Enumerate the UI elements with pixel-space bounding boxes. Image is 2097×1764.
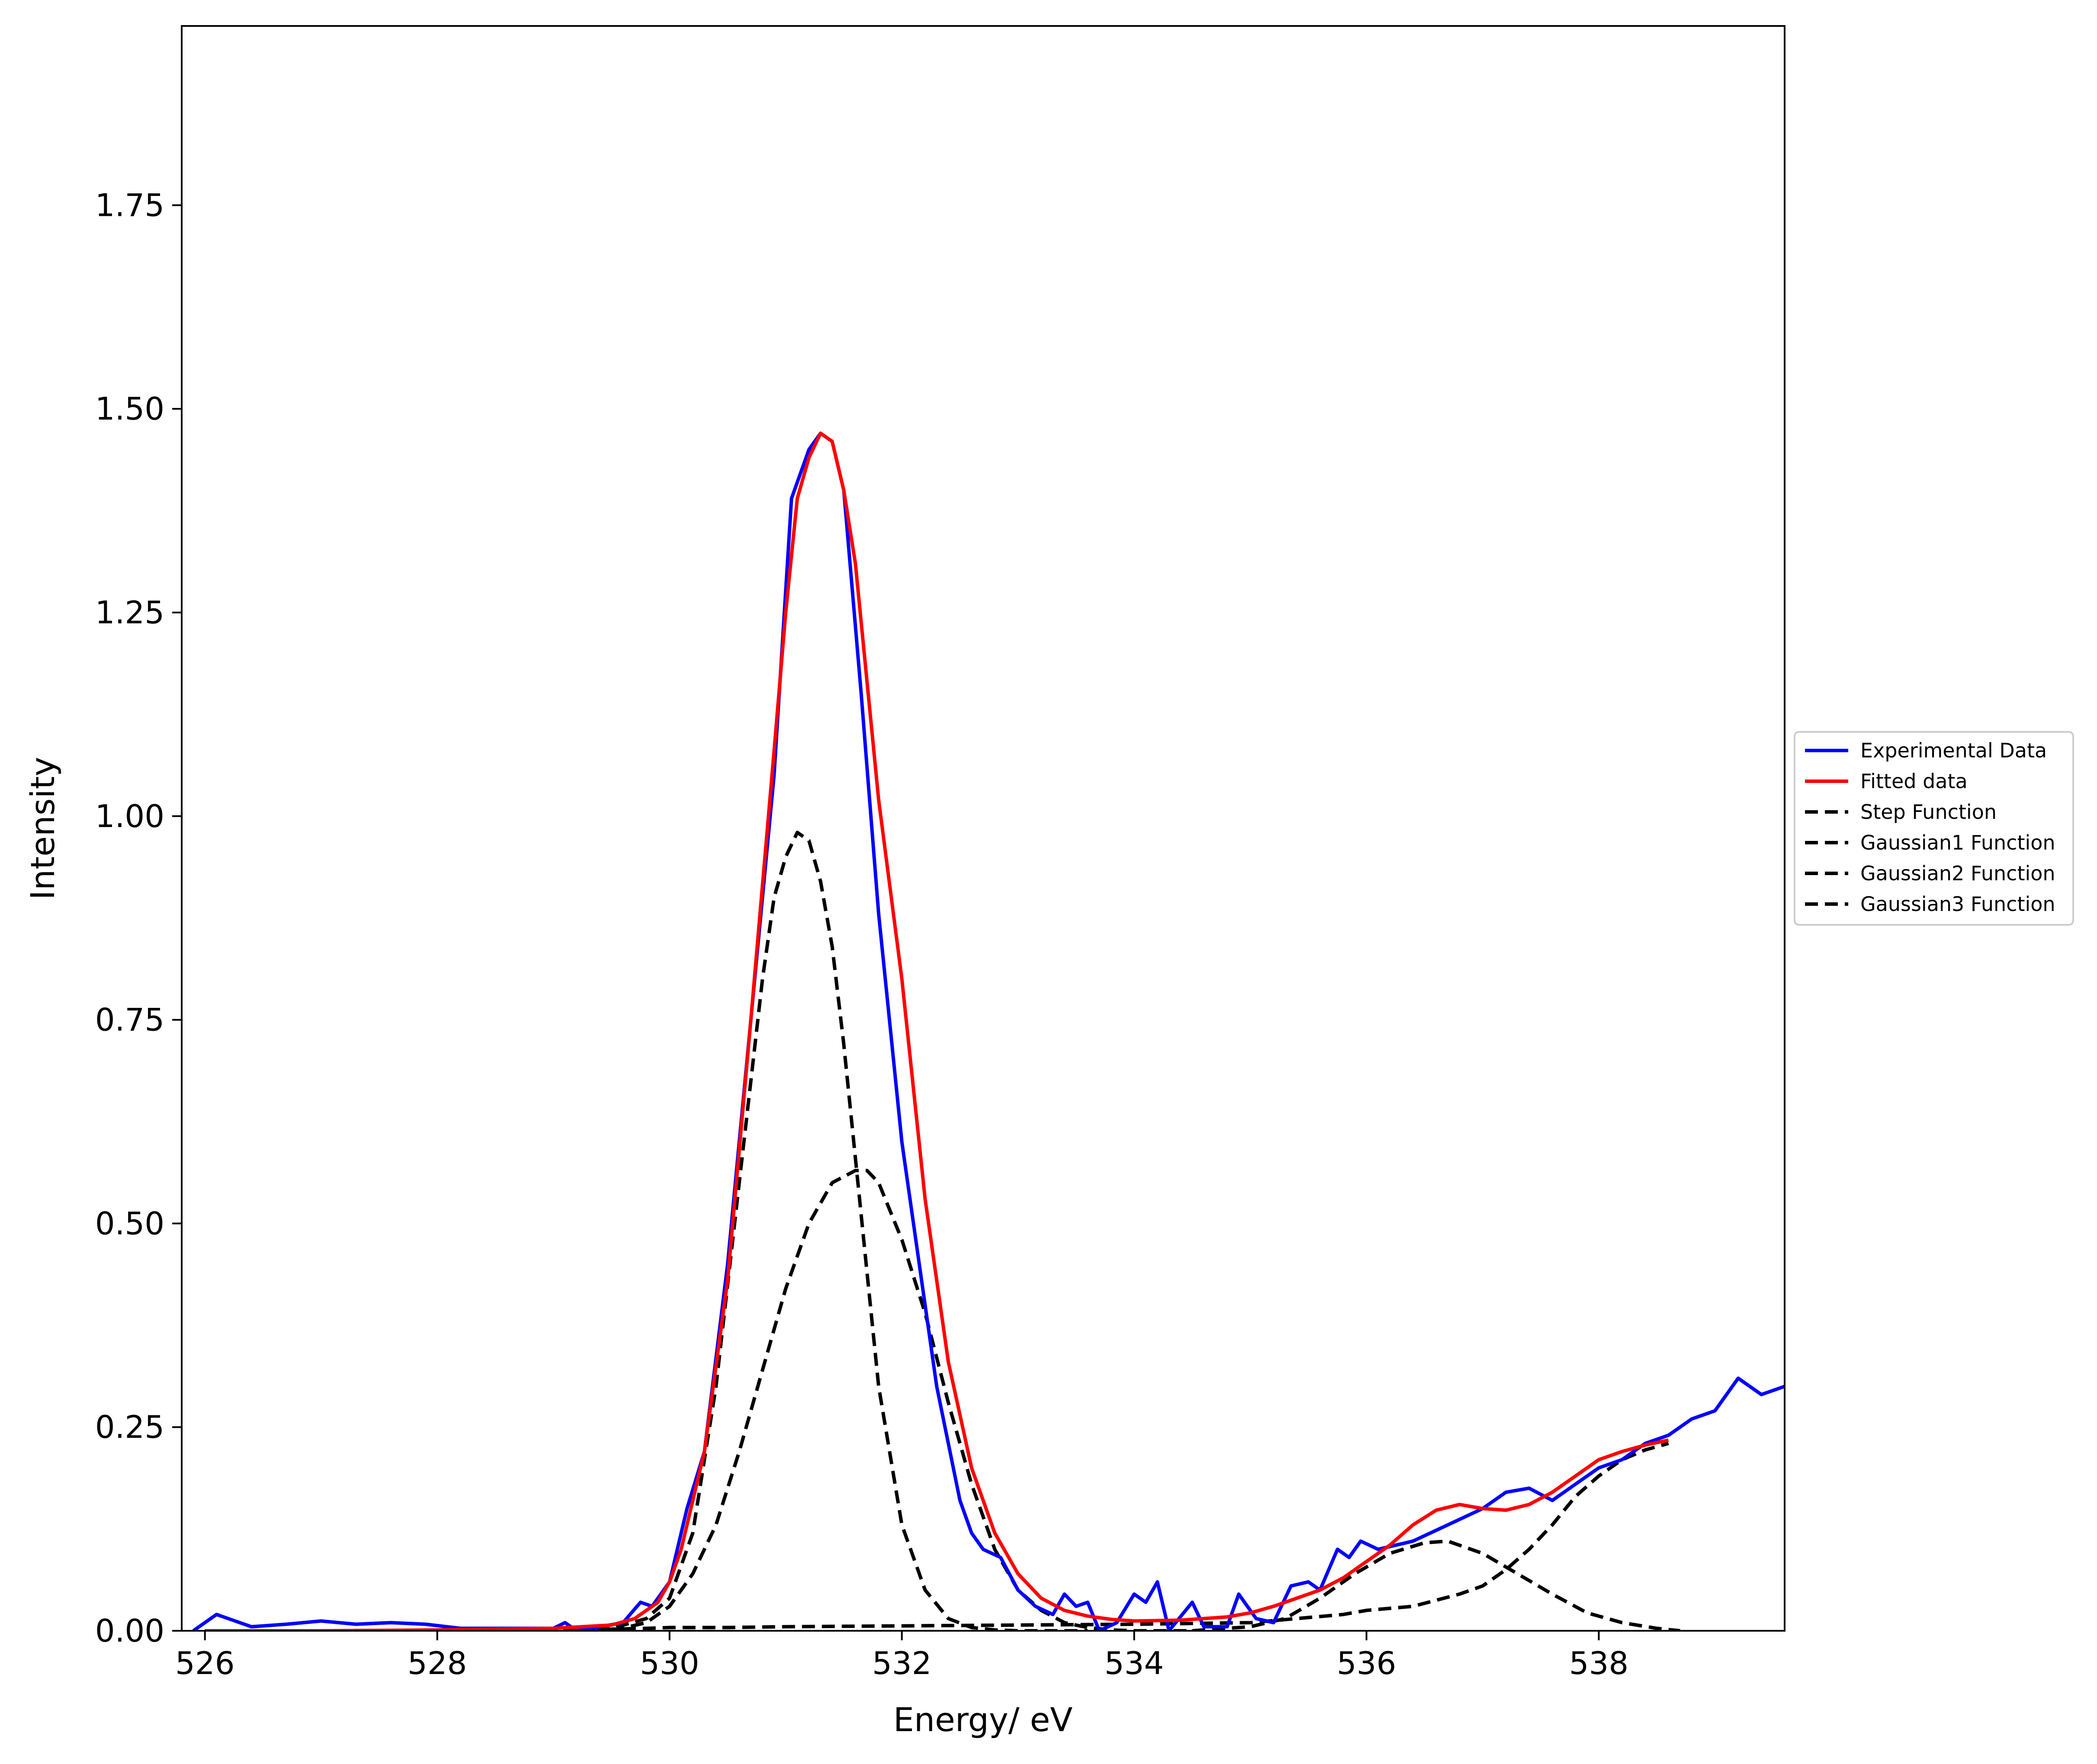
y-tick-label: 1.50 xyxy=(95,391,164,427)
y-tick-label: 0.50 xyxy=(95,1205,164,1241)
x-axis-title: Energy/ eV xyxy=(893,1700,1073,1739)
legend: Experimental Data Fitted data Step Functio… xyxy=(1794,731,2074,926)
x-axis: 526 528 530 532 534 536 538 xyxy=(175,1631,1628,1681)
series-line-5 xyxy=(1192,1539,1680,1631)
y-tick-label: 0.25 xyxy=(95,1409,164,1445)
legend-label: Gaussian2 Function xyxy=(1860,862,2055,885)
y-axis: 0.00 0.25 0.50 0.75 1.00 1.25 1.50 1.75 xyxy=(95,187,182,1649)
legend-label: Fitted data xyxy=(1860,770,1968,793)
y-tick-label: 0.00 xyxy=(95,1613,164,1649)
y-axis-title: Intensity xyxy=(23,757,62,900)
plot-frame xyxy=(181,25,1786,1632)
legend-label: Gaussian1 Function xyxy=(1860,831,2055,854)
y-tick-label: 1.25 xyxy=(95,594,164,631)
x-tick-label: 530 xyxy=(640,1645,699,1681)
series-line-4 xyxy=(611,1169,1192,1631)
series-line-1 xyxy=(205,431,1669,1631)
legend-label: Step Function xyxy=(1860,800,1997,824)
y-tick-label: 1.75 xyxy=(95,187,164,223)
series-line-3 xyxy=(576,831,1088,1631)
x-tick-label: 536 xyxy=(1337,1645,1396,1681)
x-tick-label: 534 xyxy=(1105,1645,1164,1681)
x-tick-label: 532 xyxy=(872,1645,931,1681)
legend-label: Experimental Data xyxy=(1860,739,2047,762)
legend-frame xyxy=(1794,731,2074,926)
series-layer xyxy=(192,431,1785,1631)
y-tick-label: 0.75 xyxy=(95,1002,164,1038)
x-tick-label: 528 xyxy=(408,1645,467,1681)
x-tick-label: 538 xyxy=(1569,1645,1628,1681)
y-tick-label: 1.00 xyxy=(95,798,164,834)
legend-label: Gaussian3 Function xyxy=(1860,892,2055,916)
x-tick-label: 526 xyxy=(175,1645,234,1681)
